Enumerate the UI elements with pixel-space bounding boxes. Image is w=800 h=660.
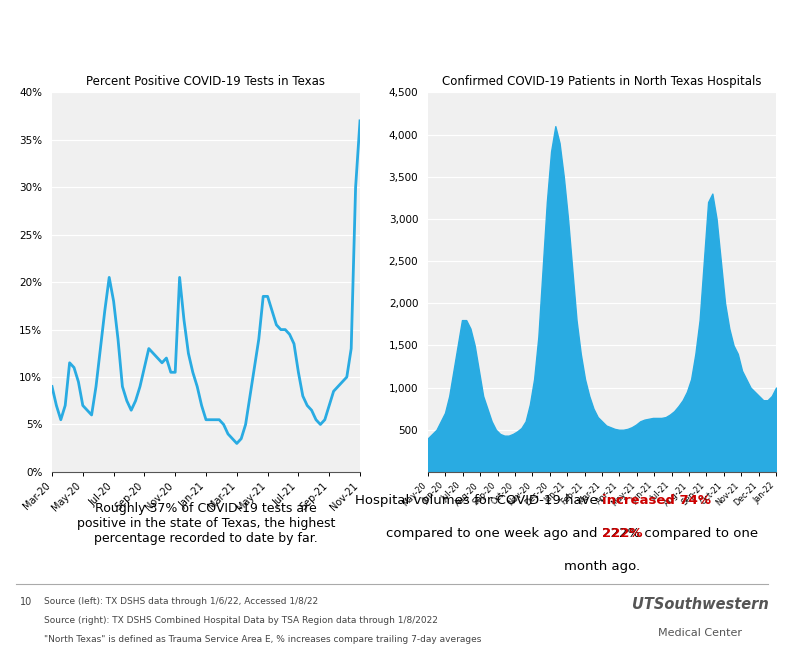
Text: 222% compared to one: 222% compared to one xyxy=(602,527,758,540)
Text: Medical Center: Medical Center xyxy=(658,628,742,638)
Text: Cases of COVID-19 That Require Hospitalization and: Cases of COVID-19 That Require Hospitali… xyxy=(10,16,522,34)
Text: UTSouthwestern: UTSouthwestern xyxy=(632,597,768,612)
Text: increased 74%: increased 74% xyxy=(602,494,711,507)
Text: compared to one week ago and: compared to one week ago and xyxy=(386,527,602,540)
Text: Source (right): TX DSHS Combined Hospital Data by TSA Region data through 1/8/20: Source (right): TX DSHS Combined Hospita… xyxy=(44,616,438,625)
Title: Percent Positive COVID-19 Tests in Texas: Percent Positive COVID-19 Tests in Texas xyxy=(86,75,326,88)
Text: Test Positivity Rates Are Sharply Increasing in North Texas: Test Positivity Rates Are Sharply Increa… xyxy=(10,58,587,76)
Title: Confirmed COVID-19 Patients in North Texas Hospitals: Confirmed COVID-19 Patients in North Tex… xyxy=(442,75,762,88)
Text: Roughly 37% of COVID-19 tests are
positive in the state of Texas, the highest
pe: Roughly 37% of COVID-19 tests are positi… xyxy=(77,502,335,544)
Text: "North Texas" is defined as Trauma Service Area E, % increases compare trailing : "North Texas" is defined as Trauma Servi… xyxy=(44,635,482,644)
Text: month ago.: month ago. xyxy=(564,560,640,572)
Text: Updated 1/10/22 with
data from 1/8/22: Updated 1/10/22 with data from 1/8/22 xyxy=(673,25,786,46)
Text: Hospital volumes for COVID-19 have: Hospital volumes for COVID-19 have xyxy=(355,494,602,507)
Text: 10: 10 xyxy=(20,597,32,607)
Text: Source (left): TX DSHS data through 1/6/22, Accessed 1/8/22: Source (left): TX DSHS data through 1/6/… xyxy=(44,597,318,606)
Text: 222%: 222% xyxy=(602,527,642,540)
